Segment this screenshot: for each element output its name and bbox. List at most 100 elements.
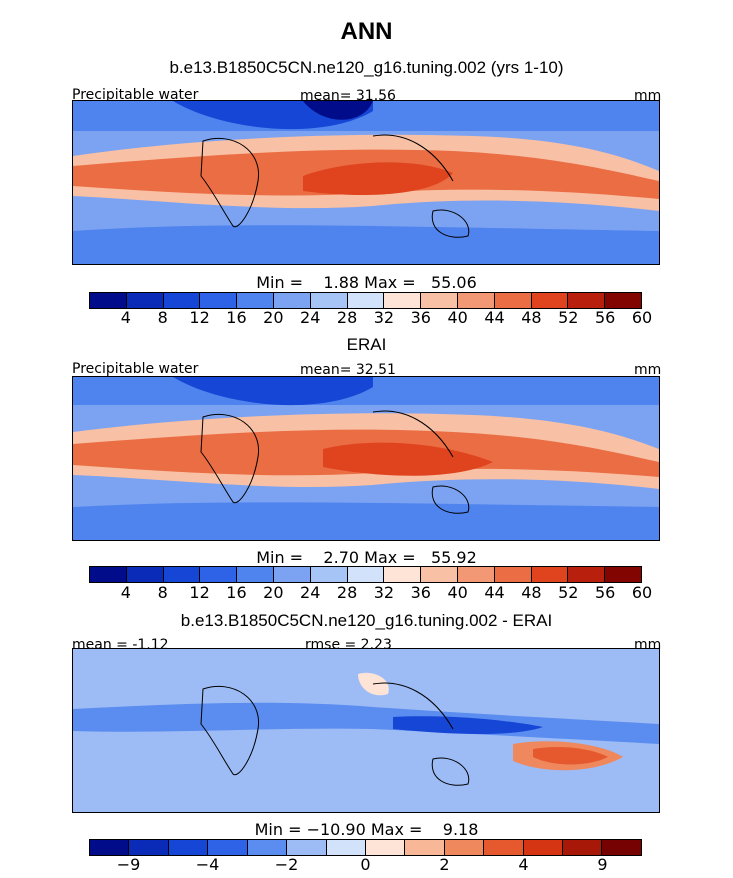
colorbar-swatch (310, 293, 348, 308)
colorbar-tick-label: 8 (157, 308, 168, 327)
colorbar-swatch (605, 293, 641, 308)
colorbar-tick-label: 4 (120, 308, 131, 327)
colorbar-swatch (602, 840, 641, 855)
colorbar-tick-label: 32 (373, 308, 395, 327)
colorbar-swatch (563, 840, 603, 855)
colorbar-tick-label: −4 (195, 855, 220, 874)
africa-outline (200, 137, 259, 228)
panel1-subtitle: b.e13.B1850C5CN.ne120_g16.tuning.002 (yr… (169, 58, 564, 77)
colorbar-swatch (200, 293, 238, 308)
colorbar-swatch (347, 293, 385, 308)
colorbar-tick-label: 28 (336, 583, 358, 602)
panel2-variable-label: Precipitable water (72, 361, 199, 377)
colorbar-swatch (444, 840, 485, 855)
warm-pool-core (323, 442, 493, 476)
colorbar-tick-label: 40 (447, 583, 468, 602)
colorbar-tick-label: 20 (263, 583, 284, 602)
colorbar-swatch (237, 293, 274, 308)
colorbar-swatch (247, 840, 288, 855)
colorbar-swatch (273, 293, 311, 308)
colorbar-swatch (531, 293, 569, 308)
colorbar-swatch (129, 840, 169, 855)
colorbar-tick-label: 4 (518, 855, 529, 874)
colorbar-tick-label: 8 (157, 583, 168, 602)
colorbar-tick-label: −2 (274, 855, 299, 874)
colorbar-tick-label: 48 (521, 308, 542, 327)
colorbar-swatch (273, 567, 311, 582)
panel2-subtitle: ERAI (346, 335, 387, 354)
panel1-min-max: Min = 1.88 Max = 55.06 (256, 273, 477, 292)
panel2-colorbar-ticks: 4 8 12 16 20 24 28 32 36 40 44 48 52 56 60 (89, 583, 652, 603)
colorbar-tick-label: 44 (484, 308, 505, 327)
colorbar-swatch (126, 567, 164, 582)
colorbar-swatch (208, 840, 248, 855)
colorbar-tick-label: 32 (373, 583, 395, 602)
colorbar-swatch (523, 840, 564, 855)
colorbar-tick-label: 0 (360, 855, 371, 874)
colorbar-swatch (457, 293, 495, 308)
colorbar-swatch (126, 293, 164, 308)
colorbar-swatch (90, 567, 127, 582)
colorbar-tick-label: 40 (447, 308, 468, 327)
panel3-subtitle: b.e13.B1850C5CN.ne120_g16.tuning.002 - E… (180, 611, 553, 630)
positive-core (533, 746, 608, 765)
panel1-colorbar-ticks: 4 8 12 16 20 24 28 32 36 40 44 48 52 56 60 (89, 308, 652, 328)
africa-outline (200, 685, 259, 776)
colorbar-tick-label: 12 (189, 583, 210, 602)
negative-band (73, 702, 659, 744)
africa-outline (200, 413, 259, 504)
colorbar-swatch (568, 293, 606, 308)
colorbar-tick-label: 9 (597, 855, 608, 874)
himalaya-low (173, 377, 373, 406)
colorbar-swatch (163, 567, 201, 582)
asia-australia-outline (372, 682, 470, 786)
colorbar-tick-label: 28 (336, 308, 358, 327)
colorbar-tick-label: 16 (226, 308, 247, 327)
colorbar-swatch (421, 293, 458, 308)
panel2-map (72, 376, 660, 541)
colorbar-swatch (200, 567, 238, 582)
colorbar-swatch (365, 840, 406, 855)
panel3-map (72, 648, 660, 813)
colorbar-swatch (405, 840, 445, 855)
colorbar-swatch (326, 840, 366, 855)
colorbar-tick-label: 56 (594, 583, 616, 602)
colorbar-tick-label: 56 (594, 308, 616, 327)
panel1-field (73, 101, 659, 264)
colorbar-tick-label: 48 (521, 583, 542, 602)
asia-australia-outline (372, 134, 470, 238)
colorbar-tick-label: 60 (631, 308, 653, 327)
asia-australia-outline (372, 410, 470, 514)
colorbar-swatch (90, 840, 130, 855)
panel2-field (73, 377, 659, 540)
colorbar-tick-label: −9 (116, 855, 141, 874)
colorbar-tick-label: 2 (439, 855, 450, 874)
colorbar-tick-label: 44 (484, 583, 505, 602)
panel1-map (72, 100, 660, 265)
colorbar-swatch (90, 293, 127, 308)
panel3-field (73, 649, 659, 812)
colorbar-swatch (494, 293, 532, 308)
colorbar-swatch (310, 567, 348, 582)
colorbar-swatch (484, 840, 524, 855)
colorbar-tick-label: 52 (558, 308, 579, 327)
colorbar-swatch (347, 567, 385, 582)
colorbar-swatch (168, 840, 209, 855)
colorbar-tick-label: 60 (631, 583, 653, 602)
strong-negative (393, 716, 543, 734)
colorbar-swatch (568, 567, 606, 582)
colorbar-swatch (457, 567, 495, 582)
warm-pool-core (303, 162, 453, 196)
panel1-colorbar (89, 292, 642, 309)
colorbar-swatch (287, 840, 327, 855)
panel2-units-label: mm (634, 362, 662, 378)
colorbar-tick-label: 16 (226, 583, 247, 602)
panel2-min-max: Min = 2.70 Max = 55.92 (256, 548, 477, 567)
figure-title: ANN (340, 18, 393, 45)
colorbar-tick-label: 12 (189, 308, 210, 327)
panel2-colorbar (89, 566, 642, 583)
colorbar-tick-label: 4 (120, 583, 131, 602)
southern-band (73, 502, 659, 540)
panel3-colorbar (89, 839, 642, 856)
colorbar-swatch (421, 567, 458, 582)
